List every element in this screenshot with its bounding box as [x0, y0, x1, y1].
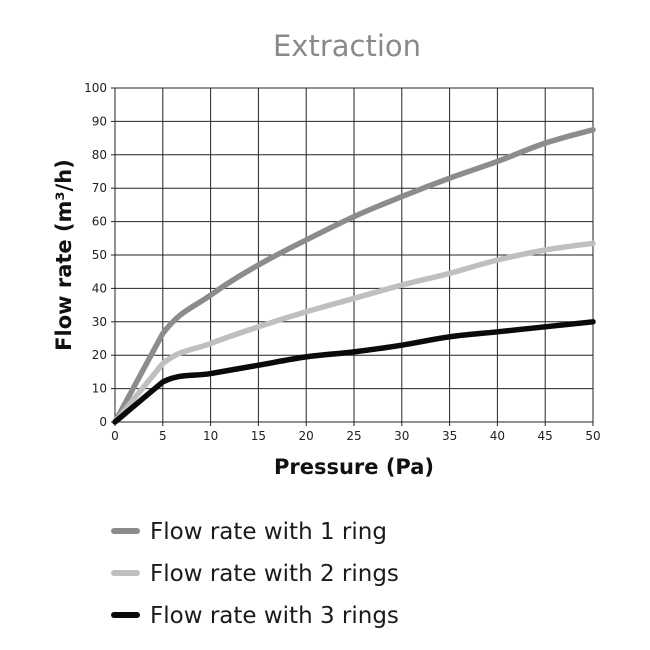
- series-lines: [112, 127, 596, 425]
- x-tick-label: 10: [203, 429, 218, 443]
- x-tick-label: 20: [299, 429, 314, 443]
- x-tick-label: 25: [346, 429, 361, 443]
- series-line-2: [112, 240, 596, 425]
- chart-title: Extraction: [273, 29, 421, 63]
- series-line-1: [112, 127, 596, 425]
- legend-label-2: Flow rate with 2 rings: [150, 561, 399, 587]
- x-tick-label: 50: [585, 429, 600, 443]
- x-tick-label: 35: [442, 429, 457, 443]
- y-tick-label: 40: [92, 281, 107, 295]
- tick-labels: 0 5 10 15 20 25 30 35 40 45 50 0 10 20 30 40 50 60 70 80 90 1…: [84, 81, 601, 443]
- x-tick-label: 15: [251, 429, 266, 443]
- plot-frame: [114, 87, 594, 423]
- x-tick-label: 30: [394, 429, 409, 443]
- y-tick-label: 60: [92, 215, 107, 229]
- y-tick-label: 30: [92, 315, 107, 329]
- y-tick-label: 10: [92, 382, 107, 396]
- series-line-3: [112, 319, 596, 425]
- legend-label-1: Flow rate with 1 ring: [150, 519, 387, 545]
- x-tick-label: 40: [490, 429, 505, 443]
- y-tick-label: 100: [84, 81, 107, 95]
- y-tick-label: 20: [92, 348, 107, 362]
- legend: Flow rate with 1 ring Flow rate with 2 ri…: [111, 519, 399, 629]
- x-tick-label: 0: [111, 429, 119, 443]
- legend-label-3: Flow rate with 3 rings: [150, 603, 399, 629]
- y-tick-label: 70: [92, 181, 107, 195]
- y-tick-label: 90: [92, 114, 107, 128]
- y-tick-label: 50: [92, 248, 107, 262]
- x-axis-title: Pressure (Pa): [274, 455, 434, 479]
- y-tick-label: 80: [92, 148, 107, 162]
- y-tick-label: 0: [99, 415, 107, 429]
- y-axis-title: Flow rate (m³/h): [52, 159, 76, 351]
- x-tick-label: 5: [159, 429, 167, 443]
- x-tick-label: 45: [538, 429, 553, 443]
